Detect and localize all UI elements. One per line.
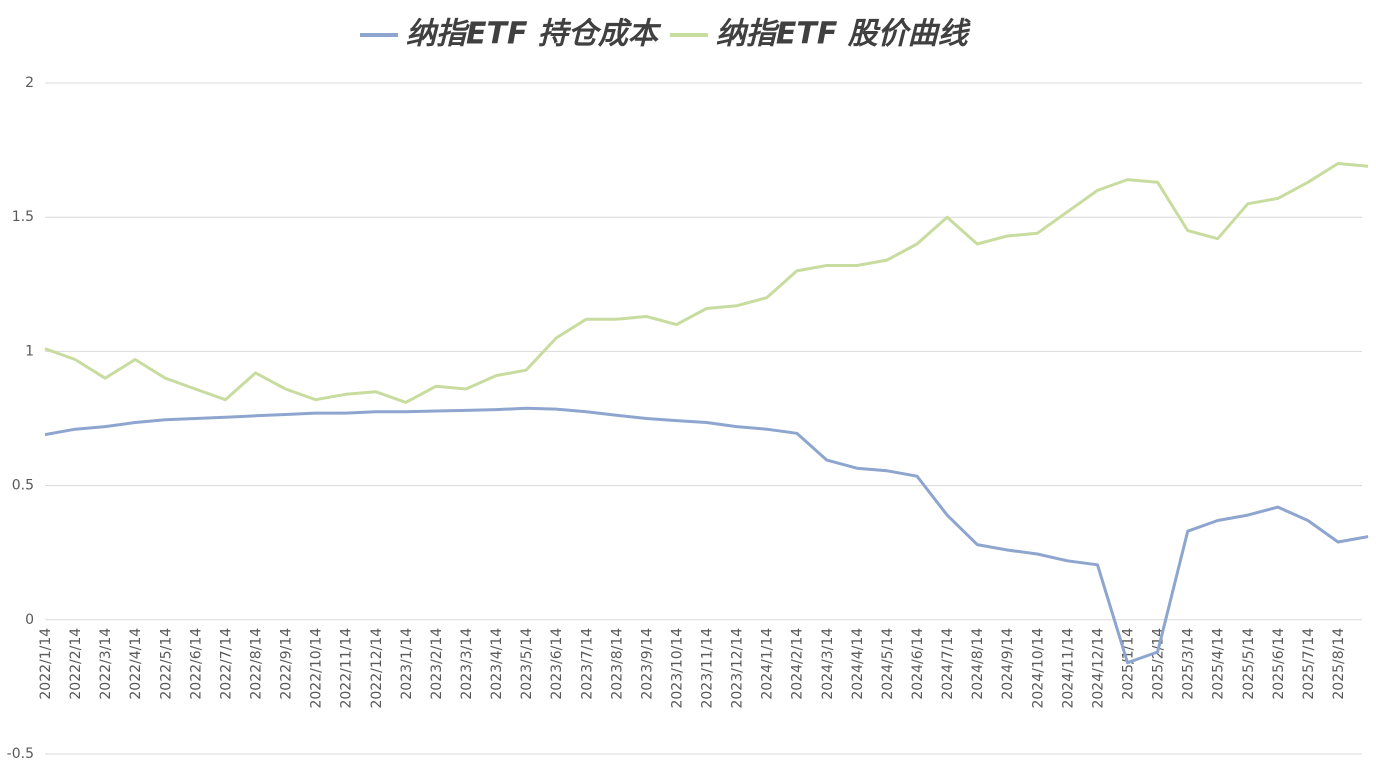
x-tick-label: 2023/3/14 xyxy=(459,628,475,700)
x-tick-label: 2023/6/14 xyxy=(549,628,565,700)
x-tick-label: 2023/11/14 xyxy=(700,628,716,709)
x-tick-label: 2025/8/14 xyxy=(1331,628,1347,700)
x-tick-label: 2023/2/14 xyxy=(429,628,445,700)
x-tick-label: 2023/5/14 xyxy=(519,628,535,700)
y-tick-label: 1 xyxy=(25,343,34,359)
x-tick-label: 2024/3/14 xyxy=(820,628,836,700)
series-line xyxy=(44,162,1369,404)
x-tick-label: 2024/1/14 xyxy=(760,628,776,700)
x-tick-label: 2024/11/14 xyxy=(1060,628,1076,709)
y-tick-label: 0 xyxy=(25,612,34,628)
x-tick-label: 2022/4/14 xyxy=(128,628,144,700)
x-tick-label: 2022/9/14 xyxy=(279,628,295,700)
x-tick-label: 2022/10/14 xyxy=(309,628,325,709)
x-tick-label: 2023/8/14 xyxy=(609,628,625,700)
x-tick-label: 2022/8/14 xyxy=(248,628,264,700)
x-tick-label: 2025/4/14 xyxy=(1211,628,1227,700)
x-tick-label: 2024/6/14 xyxy=(910,628,926,700)
x-tick-label: 2023/9/14 xyxy=(639,628,655,700)
y-tick-label: 1.5 xyxy=(12,209,34,225)
x-tick-label: 2022/7/14 xyxy=(218,628,234,700)
x-tick-label: 2022/12/14 xyxy=(369,628,385,709)
x-tick-label: 2023/4/14 xyxy=(489,628,505,700)
x-tick-label: 2025/7/14 xyxy=(1301,628,1317,700)
x-tick-label: 2023/12/14 xyxy=(730,628,746,709)
x-tick-label: 2022/11/14 xyxy=(339,628,355,709)
x-tick-label: 2025/6/14 xyxy=(1271,628,1287,700)
x-tick-label: 2023/10/14 xyxy=(669,628,685,709)
y-tick-label: 2 xyxy=(25,75,34,91)
legend-label: 纳指ETF 股价曲线 xyxy=(716,17,972,52)
x-tick-label: 2025/2/14 xyxy=(1151,628,1167,700)
x-tick-label: 2022/6/14 xyxy=(188,628,204,700)
x-tick-label: 2023/1/14 xyxy=(399,628,415,700)
x-tick-label: 2025/5/14 xyxy=(1241,628,1257,700)
x-tick-label: 2022/1/14 xyxy=(38,628,54,700)
x-tick-label: 2022/3/14 xyxy=(98,628,114,700)
series-line xyxy=(44,406,1369,665)
x-tick-label: 2024/4/14 xyxy=(850,628,866,700)
y-tick-label: -0.5 xyxy=(7,746,34,762)
x-tick-label: 2025/3/14 xyxy=(1181,628,1197,700)
x-tick-label: 2024/9/14 xyxy=(1000,628,1016,700)
x-tick-label: 2024/12/14 xyxy=(1090,628,1106,709)
x-tick-label: 2023/7/14 xyxy=(579,628,595,700)
x-tick-label: 2024/5/14 xyxy=(880,628,896,700)
x-tick-label: 2024/2/14 xyxy=(790,628,806,700)
x-tick-label: 2022/5/14 xyxy=(158,628,174,700)
x-tick-label: 2024/8/14 xyxy=(970,628,986,700)
legend-label: 纳指ETF 持仓成本 xyxy=(406,17,662,52)
x-tick-label: 2024/7/14 xyxy=(940,628,956,700)
x-tick-label: 2024/10/14 xyxy=(1030,628,1046,709)
y-tick-label: 0.5 xyxy=(12,478,34,494)
x-tick-label: 2022/2/14 xyxy=(68,628,84,700)
